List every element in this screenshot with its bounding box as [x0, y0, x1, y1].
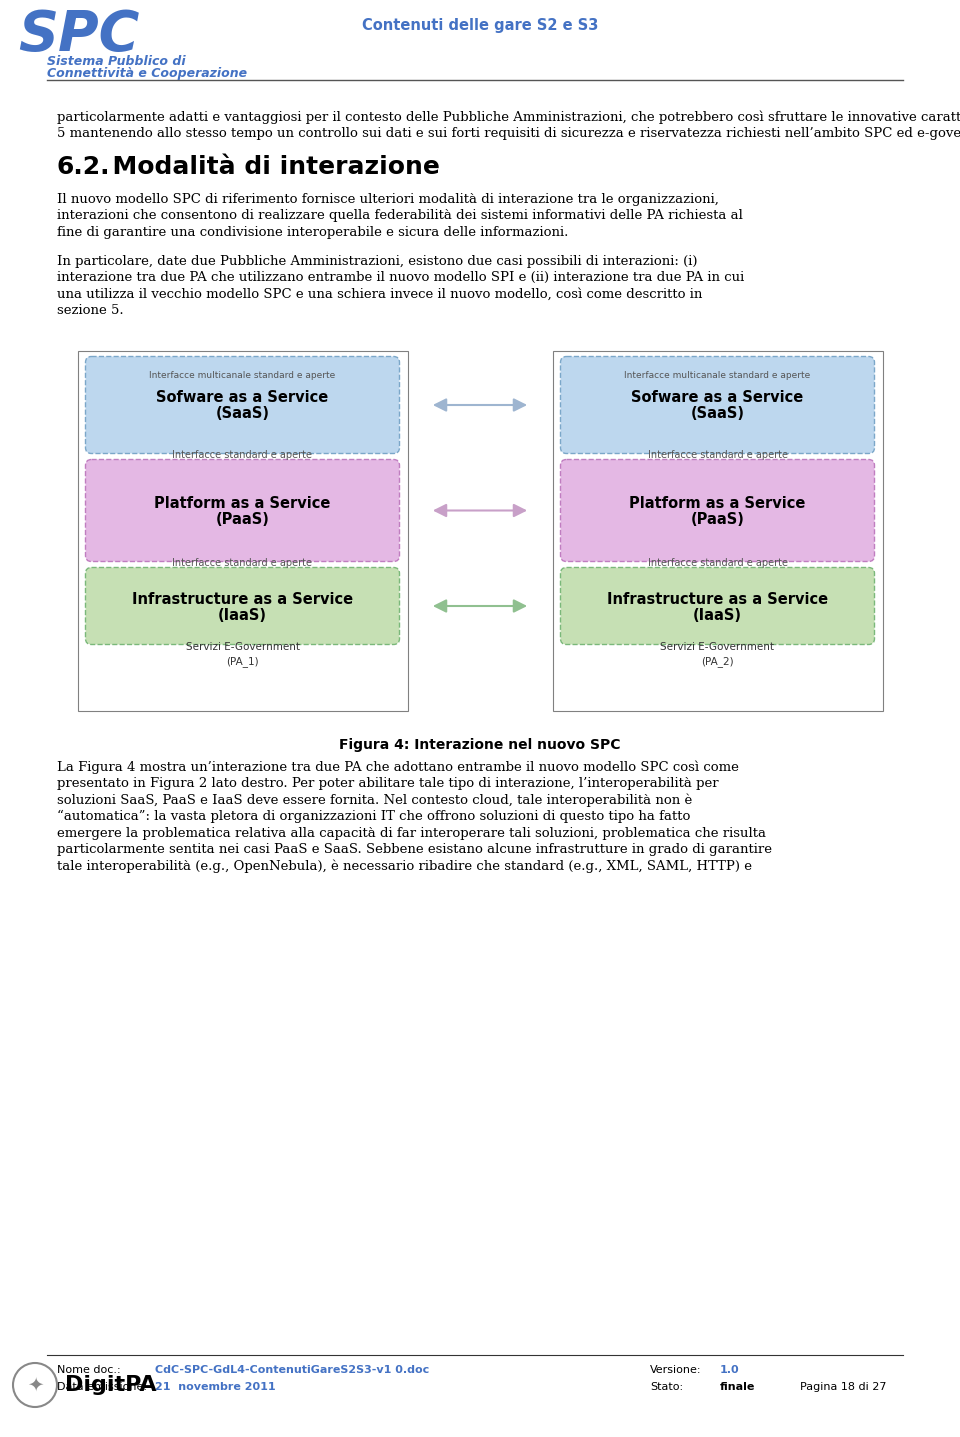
Text: presentato in Figura 2 lato destro. Per poter abilitare tale tipo di interazione: presentato in Figura 2 lato destro. Per … — [57, 777, 719, 790]
Text: Interfacce standard e aperte: Interfacce standard e aperte — [173, 451, 313, 460]
FancyBboxPatch shape — [85, 356, 399, 454]
Text: soluzioni SaaS, PaaS e IaaS deve essere fornita. Nel contesto cloud, tale intero: soluzioni SaaS, PaaS e IaaS deve essere … — [57, 793, 692, 808]
FancyBboxPatch shape — [561, 356, 875, 454]
Text: (PaaS): (PaaS) — [216, 512, 270, 527]
Text: sezione 5.: sezione 5. — [57, 305, 124, 318]
Text: Servizi E-Government
(PA_1): Servizi E-Government (PA_1) — [185, 642, 300, 667]
Text: Versione:: Versione: — [650, 1365, 702, 1375]
Text: Stato:: Stato: — [650, 1382, 684, 1392]
Text: Il nuovo modello SPC di riferimento fornisce ulteriori modalità di interazione t: Il nuovo modello SPC di riferimento forn… — [57, 193, 719, 205]
Text: (SaaS): (SaaS) — [690, 407, 745, 421]
Text: Interfacce standard e aperte: Interfacce standard e aperte — [647, 559, 787, 569]
Text: 21  novembre 2011: 21 novembre 2011 — [155, 1382, 276, 1392]
Text: “automatica”: la vasta pletora di organizzazioni IT che offrono soluzioni di que: “automatica”: la vasta pletora di organi… — [57, 810, 690, 823]
Text: DigitPA: DigitPA — [65, 1375, 156, 1395]
FancyBboxPatch shape — [85, 568, 399, 645]
Text: Infrastructure as a Service: Infrastructure as a Service — [607, 592, 828, 606]
Text: interazioni che consentono di realizzare quella federabilità dei sistemi informa: interazioni che consentono di realizzare… — [57, 210, 743, 223]
Text: una utilizza il vecchio modello SPC e una schiera invece il nuovo modello, così : una utilizza il vecchio modello SPC e un… — [57, 287, 703, 300]
Text: (PaaS): (PaaS) — [690, 512, 744, 527]
Text: ✦: ✦ — [27, 1375, 43, 1394]
Text: tale interoperabilità (e.g., OpenNebula), è necessario ribadire che standard (e.: tale interoperabilità (e.g., OpenNebula)… — [57, 859, 752, 874]
Text: Interfacce standard e aperte: Interfacce standard e aperte — [173, 559, 313, 569]
Text: particolarmente adatti e vantaggiosi per il contesto delle Pubbliche Amministraz: particolarmente adatti e vantaggiosi per… — [57, 111, 960, 124]
Text: Pagina 18 di 27: Pagina 18 di 27 — [800, 1382, 886, 1392]
Text: particolarmente sentita nei casi PaaS e SaaS. Sebbene esistano alcune infrastrut: particolarmente sentita nei casi PaaS e … — [57, 844, 772, 856]
Text: fine di garantire una condivisione interoperabile e sicura delle informazioni.: fine di garantire una condivisione inter… — [57, 226, 568, 239]
Text: Contenuti delle gare S2 e S3: Contenuti delle gare S2 e S3 — [362, 19, 598, 33]
Text: CdC-SPC-GdL4-ContenutiGareS2S3-v1 0.doc: CdC-SPC-GdL4-ContenutiGareS2S3-v1 0.doc — [155, 1365, 429, 1375]
FancyBboxPatch shape — [553, 351, 882, 710]
Text: Sistema Pubblico di: Sistema Pubblico di — [47, 55, 185, 68]
Text: Platform as a Service: Platform as a Service — [630, 496, 805, 512]
Text: 1.0: 1.0 — [720, 1365, 739, 1375]
Text: 5 mantenendo allo stesso tempo un controllo sui dati e sui forti requisiti di si: 5 mantenendo allo stesso tempo un contro… — [57, 126, 960, 139]
Text: SPC: SPC — [18, 9, 139, 62]
Text: Sofware as a Service: Sofware as a Service — [632, 391, 804, 405]
Text: Interfacce multicanale standard e aperte: Interfacce multicanale standard e aperte — [150, 372, 336, 381]
Text: Infrastructure as a Service: Infrastructure as a Service — [132, 592, 353, 606]
FancyBboxPatch shape — [561, 568, 875, 645]
Text: finale: finale — [720, 1382, 756, 1392]
Text: Nome doc.:: Nome doc.: — [57, 1365, 121, 1375]
Text: (IaaS): (IaaS) — [218, 608, 267, 622]
Text: interazione tra due PA che utilizzano entrambe il nuovo modello SPI e (ii) inter: interazione tra due PA che utilizzano en… — [57, 272, 744, 285]
Text: Figura 4: Interazione nel nuovo SPC: Figura 4: Interazione nel nuovo SPC — [339, 739, 621, 753]
Text: Data emissione:: Data emissione: — [57, 1382, 147, 1392]
Text: Connettività e Cooperazione: Connettività e Cooperazione — [47, 68, 247, 80]
Text: Modalità di interazione: Modalità di interazione — [95, 155, 440, 180]
Text: Sofware as a Service: Sofware as a Service — [156, 391, 328, 405]
Text: 6.2.: 6.2. — [57, 155, 110, 180]
Text: Servizi E-Government
(PA_2): Servizi E-Government (PA_2) — [660, 642, 775, 667]
Text: emergere la problematica relativa alla capacità di far interoperare tali soluzio: emergere la problematica relativa alla c… — [57, 826, 766, 839]
Text: Interfacce multicanale standard e aperte: Interfacce multicanale standard e aperte — [624, 372, 810, 381]
Text: (SaaS): (SaaS) — [215, 407, 270, 421]
FancyBboxPatch shape — [561, 460, 875, 562]
Text: In particolare, date due Pubbliche Amministrazioni, esistono due casi possibili : In particolare, date due Pubbliche Ammin… — [57, 254, 698, 267]
Text: Platform as a Service: Platform as a Service — [155, 496, 330, 512]
FancyBboxPatch shape — [78, 351, 407, 710]
Text: Interfacce standard e aperte: Interfacce standard e aperte — [647, 451, 787, 460]
Text: (IaaS): (IaaS) — [693, 608, 742, 622]
FancyBboxPatch shape — [85, 460, 399, 562]
Text: La Figura 4 mostra un’interazione tra due PA che adottano entrambe il nuovo mode: La Figura 4 mostra un’interazione tra du… — [57, 760, 739, 775]
